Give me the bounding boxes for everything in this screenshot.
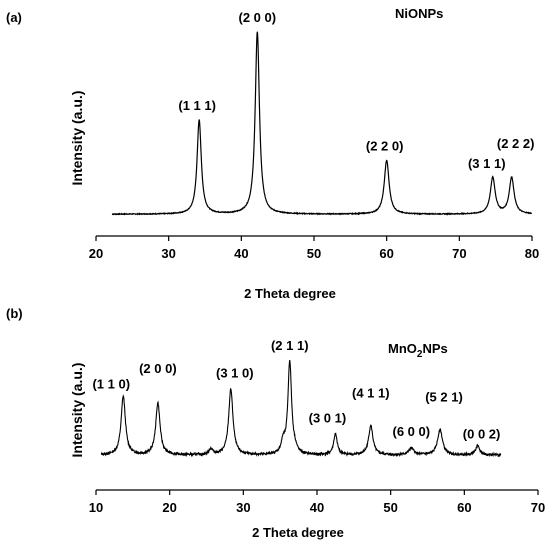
panel-a-diffraction-line [111,31,533,216]
panel-b-peak-label: (0 0 2) [463,426,501,441]
panel-a-x-tick-label: 40 [234,246,248,261]
panel-b-peak-labels: (1 1 0) (2 0 0) (3 1 0) (2 1 1) (3 0 1) (4 1 … [92,338,500,441]
panel-b-x-tick-label: 60 [457,500,471,515]
panel-b-peak-label: (2 0 0) [139,361,177,376]
panel-b-mno2-xrd: (b) MnO2NPs Intensity (a.u.) 10 20 30 40 50 6… [6,306,545,540]
panel-a-label: (a) [6,10,22,25]
panel-a-x-tick-label: 50 [307,246,321,261]
panel-b-x-tick-label: 50 [383,500,397,515]
panel-b-peak-label: (4 1 1) [352,386,390,401]
panel-a-x-tick-label: 70 [452,246,466,261]
panel-a-peak-label: (2 2 0) [366,138,404,153]
panel-a-sample-name: NiONPs [395,6,443,21]
panel-b-peak-label: (2 1 1) [271,338,309,353]
panel-b-x-tick-label: 20 [162,500,176,515]
panel-a-x-tick-label: 20 [89,246,103,261]
panel-a-x-axis-label: 2 Theta degree [244,286,336,301]
panel-b-x-tick-label: 70 [531,500,545,515]
panel-a-niO-xrd: (a) NiONPs Intensity (a.u.) 20 30 40 50 60 70… [6,6,539,301]
panel-b-diffraction-line [100,360,502,458]
panel-b-peak-label: (1 1 0) [92,376,130,391]
panel-b-sample-name-main: MnO [388,341,417,356]
panel-b-x-tick-label: 30 [236,500,250,515]
panel-b-peak-label: (6 0 0) [393,424,431,439]
panel-a-peak-label: (2 2 2) [497,136,535,151]
panel-b-x-ticks: 10 20 30 40 50 60 70 [89,490,545,515]
panel-a-x-tick-label: 80 [525,246,539,261]
panel-a-x-tick-label: 60 [379,246,393,261]
panel-b-x-tick-label: 10 [89,500,103,515]
panel-b-y-axis-label: Intensity (a.u.) [69,363,85,458]
panel-a-x-ticks: 20 30 40 50 60 70 80 [89,236,539,261]
panel-a-x-tick-label: 30 [161,246,175,261]
panel-b-peak-label: (5 2 1) [425,390,463,405]
panel-a-y-axis-label: Intensity (a.u.) [69,91,85,186]
panel-a-peak-label: (2 0 0) [239,10,277,25]
panel-b-label: (b) [6,306,23,321]
panel-b-peak-label: (3 1 0) [216,365,254,380]
panel-a-peak-label: (3 1 1) [468,156,506,171]
panel-b-sample-name-subscript: 2 [417,349,423,360]
panel-a-peak-label: (1 1 1) [178,98,216,113]
panel-a-peak-labels: (1 1 1) (2 0 0) (2 2 0) (3 1 1) (2 2 2) [178,10,534,171]
panel-b-peak-label: (3 0 1) [309,411,347,426]
panel-b-sample-name: MnO2NPs [388,341,448,360]
panel-b-x-tick-label: 40 [310,500,324,515]
panel-b-x-axis-label: 2 Theta degree [252,525,344,540]
panel-b-sample-name-suffix: NPs [422,341,447,356]
